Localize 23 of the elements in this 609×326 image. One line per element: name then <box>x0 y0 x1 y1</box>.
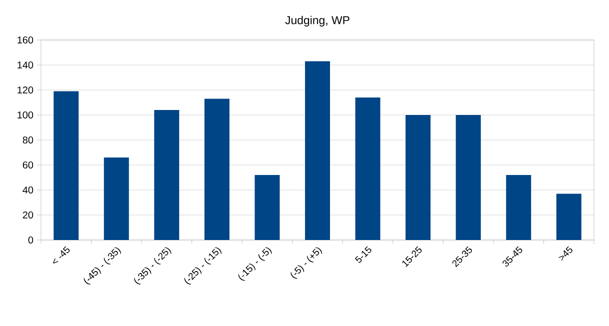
bar <box>204 98 230 240</box>
bar <box>154 110 180 240</box>
bar <box>406 114 431 240</box>
y-tick-label: 120 <box>18 86 34 94</box>
bar <box>54 91 79 240</box>
y-tick-label: 140 <box>18 61 34 69</box>
bar <box>355 97 380 240</box>
y-tick-label: 40 <box>22 186 34 194</box>
bar <box>104 158 129 240</box>
y-tick-label: 20 <box>22 211 34 219</box>
x-tick-label: < -45 <box>53 246 70 264</box>
bar <box>506 175 532 240</box>
x-tick-label: >45 <box>558 246 572 261</box>
bar <box>254 175 280 240</box>
bar <box>305 61 330 240</box>
y-tick-label: 60 <box>22 161 34 169</box>
y-tick-label: 80 <box>22 136 34 144</box>
chart-title: Judging, WP <box>285 16 350 26</box>
bar <box>556 194 582 240</box>
y-tick-label: 0 <box>28 236 34 244</box>
bar <box>456 114 481 240</box>
y-tick-label: 160 <box>18 36 34 44</box>
y-tick-label: 100 <box>18 111 34 119</box>
